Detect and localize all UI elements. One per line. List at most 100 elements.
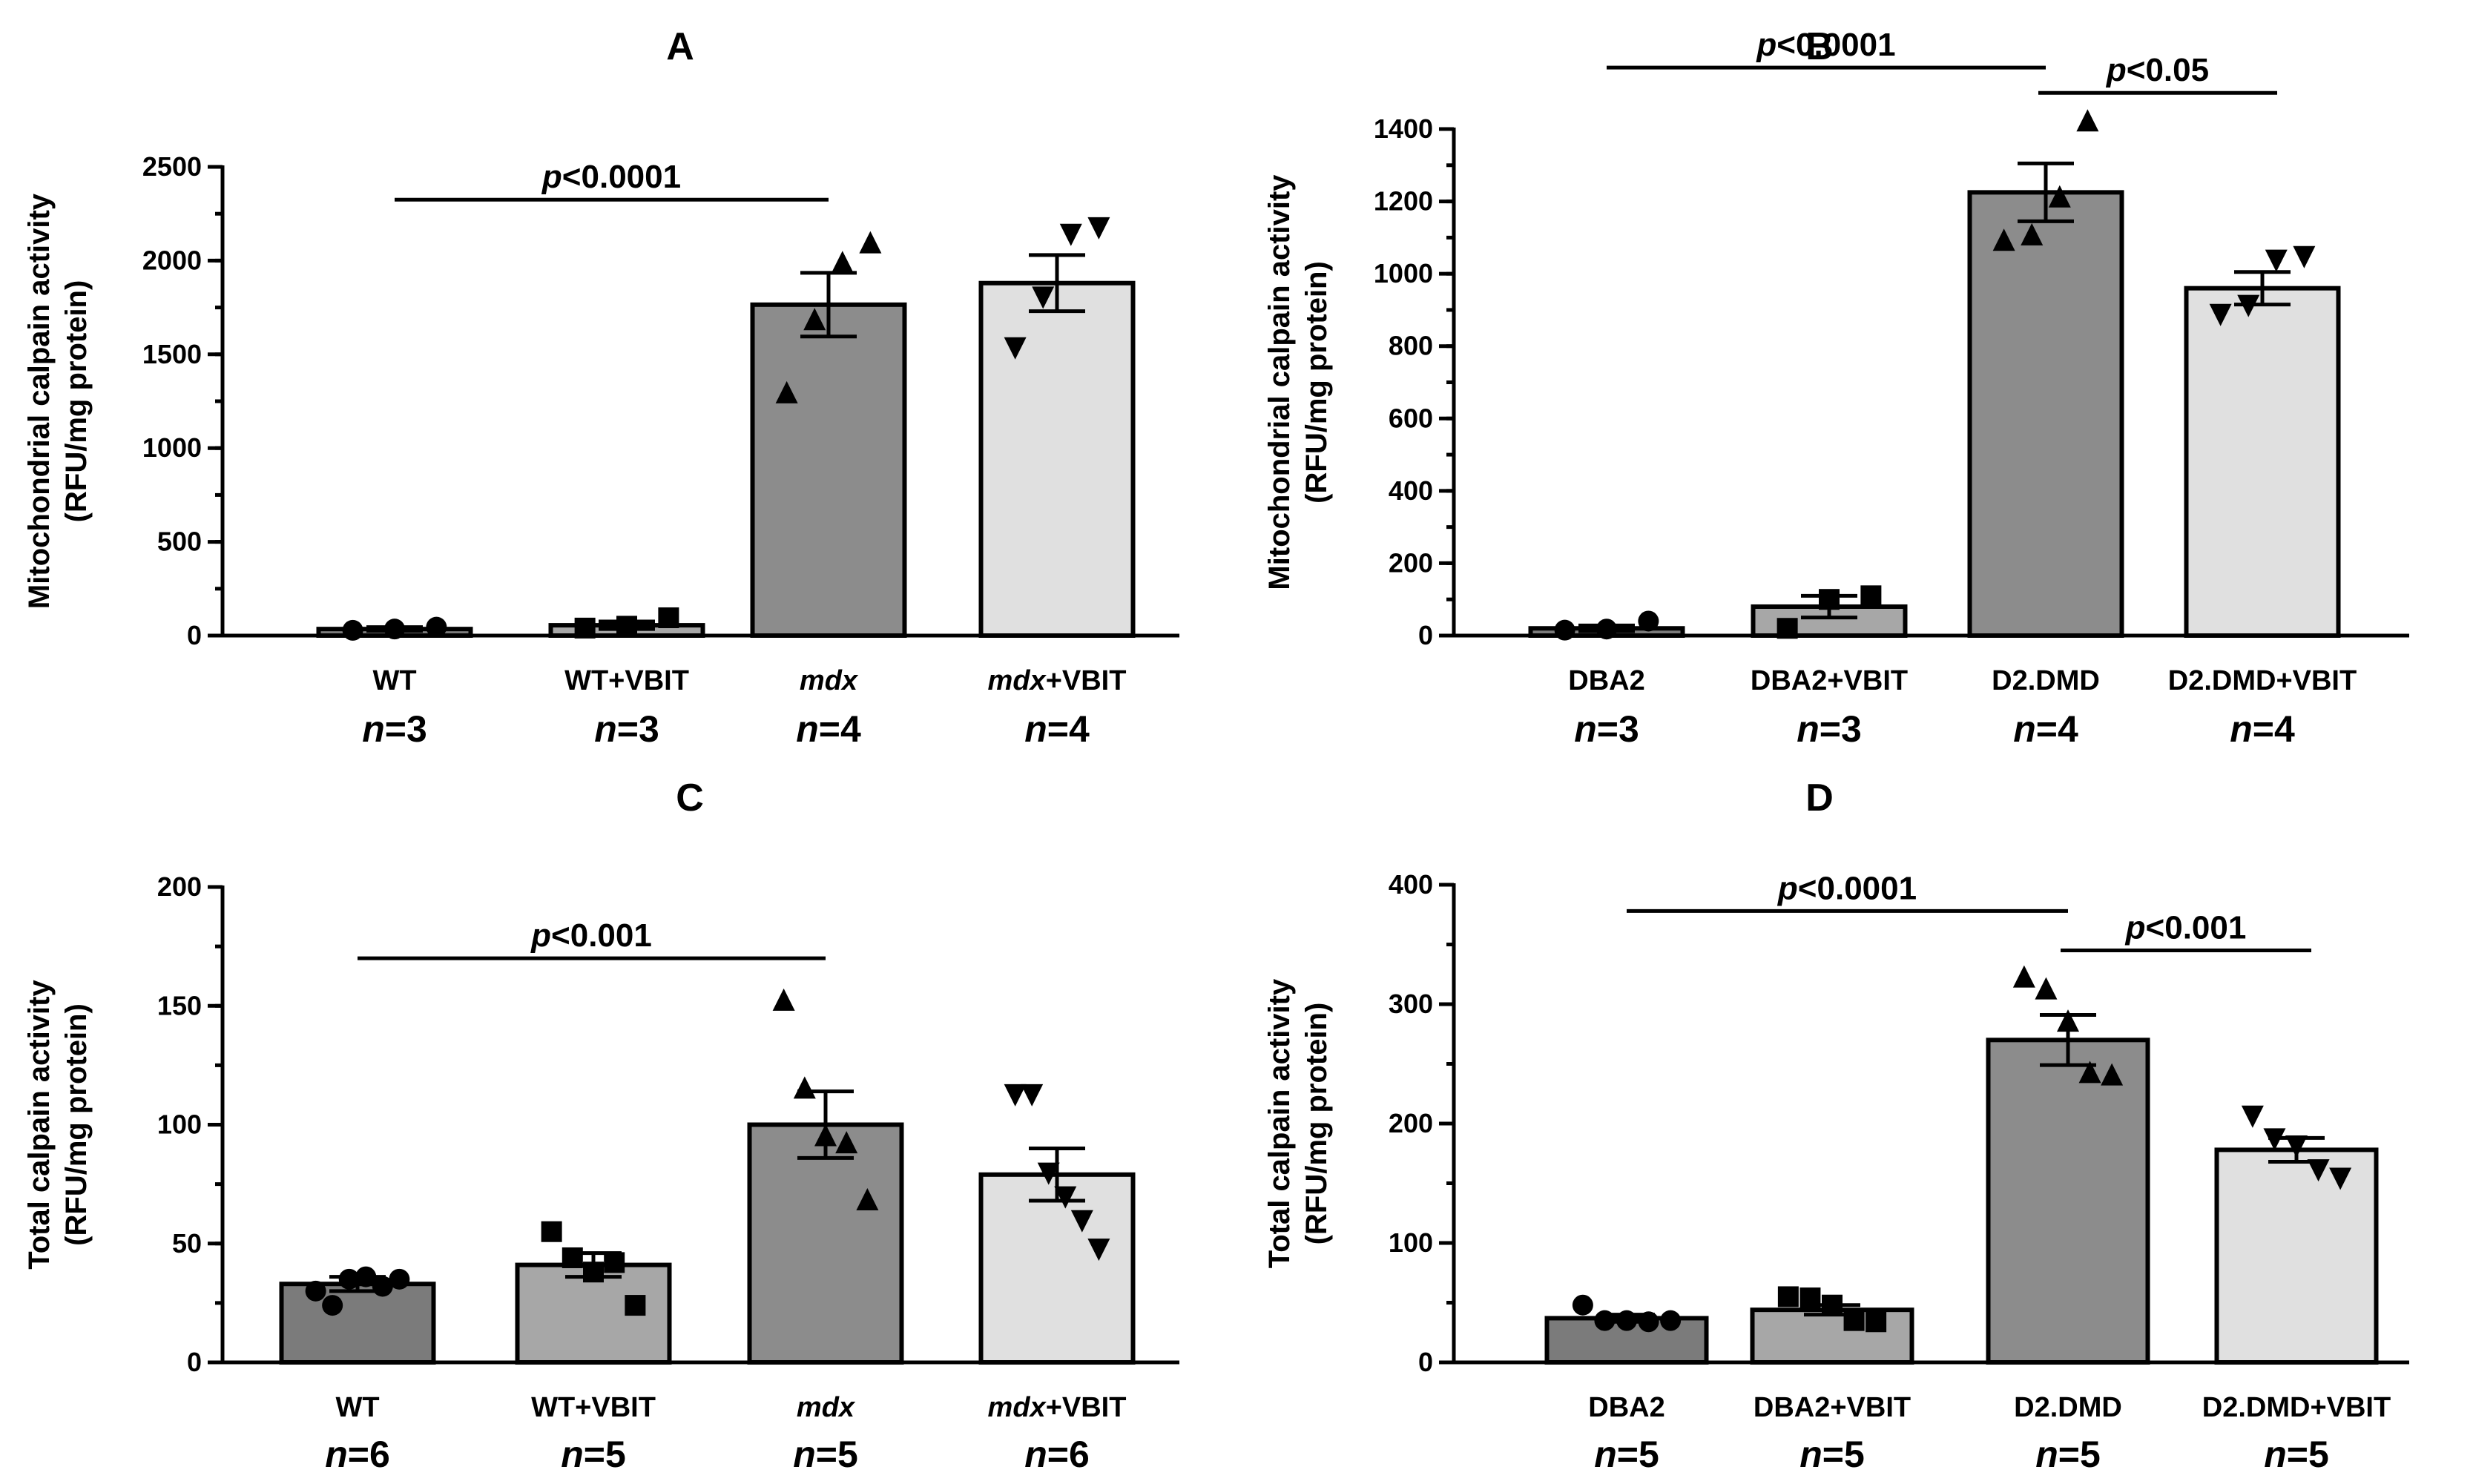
x-category-label-text: WT (372, 665, 416, 696)
y-axis-label: Mitochondrial calpain activity (RFU/mg pr… (23, 193, 93, 609)
data-point (1776, 618, 1798, 639)
significance-label: p<0.001 (530, 917, 652, 954)
y-tick-label: 500 (157, 527, 202, 557)
sample-size-symbol: n (796, 708, 819, 750)
x-category-label: WT+VBIT (531, 1392, 656, 1423)
sample-size-value: =6 (1047, 1434, 1090, 1475)
y-tick-label: 2500 (142, 151, 202, 182)
data-point (1822, 1294, 1843, 1316)
sample-size-label: n=4 (2230, 708, 2295, 750)
significance-p: p (1777, 870, 1798, 906)
x-category-label: mdx+VBIT (988, 1392, 1127, 1423)
data-point (2076, 109, 2099, 132)
x-category-label: D2.DMD (1992, 665, 2100, 696)
sample-size-value: =3 (1597, 708, 1639, 750)
data-point (1021, 1084, 1044, 1107)
significance-label: p<0.05 (2106, 52, 2209, 88)
x-category-label: mdx+VBIT (988, 665, 1127, 696)
data-point (2021, 222, 2044, 245)
data-point (1054, 1186, 1077, 1209)
x-category-label-text: D2.DMD (2014, 1392, 2122, 1423)
y-axis-label-line2: (RFU/mg protein) (1300, 1003, 1333, 1245)
x-category-label: D2.DMD+VBIT (2202, 1392, 2391, 1423)
y-tick-label: 200 (157, 871, 202, 902)
sample-size-value: =4 (2253, 708, 2295, 750)
sample-size-value: =4 (2036, 708, 2078, 750)
sample-size-label: n=5 (793, 1434, 858, 1475)
chart-panel-c: C Total calpain activity (RFU/mg protein) 0… (23, 776, 1179, 1475)
data-point (616, 616, 637, 637)
sample-size-symbol: n (1024, 1434, 1047, 1475)
significance-value: <0.001 (551, 917, 652, 954)
y-tick-label: 150 (157, 990, 202, 1020)
sample-size-label: n=5 (2035, 1434, 2101, 1475)
y-tick-label: 100 (157, 1109, 202, 1140)
y-tick-label: 200 (1389, 1108, 1433, 1138)
y-tick-label: 800 (1389, 331, 1433, 361)
data-point (1799, 1287, 1821, 1309)
data-point (1554, 619, 1575, 641)
y-tick-label: 0 (187, 620, 202, 650)
data-point (814, 1124, 837, 1147)
data-point (1616, 1310, 1637, 1331)
sample-size-label: n=3 (1574, 708, 1639, 750)
sample-size-value: =5 (2287, 1434, 2329, 1475)
data-point (372, 1276, 393, 1297)
significance-value: <0.001 (2146, 910, 2247, 946)
sample-size-value: =5 (584, 1434, 626, 1475)
data-point (803, 308, 826, 331)
sample-size-label: n=6 (1024, 1434, 1090, 1475)
sample-size-value: =3 (1820, 708, 1862, 750)
data-point (574, 617, 596, 639)
y-tick-label: 400 (1389, 475, 1433, 506)
x-category-label: DBA2 (1568, 665, 1644, 696)
data-point (835, 1131, 858, 1154)
sample-size-symbol: n (793, 1434, 816, 1475)
data-point (1596, 619, 1617, 640)
x-category-label-text: WT+VBIT (531, 1392, 656, 1423)
y-tick-label: 50 (172, 1228, 202, 1259)
significance-p: p (2106, 52, 2127, 88)
data-point (658, 607, 679, 628)
bar-1 (279, 1282, 436, 1365)
x-category-label-italic: mdx (797, 1392, 856, 1423)
sample-size-value: =5 (1822, 1434, 1865, 1475)
data-point (2012, 965, 2035, 988)
data-point (2329, 1167, 2352, 1190)
sample-size-label: n=5 (1594, 1434, 1659, 1475)
x-category-label-text: WT (335, 1392, 379, 1423)
x-category-label-text: DBA2+VBIT (1754, 1392, 1911, 1423)
y-axis-label-line1: Mitochondrial calpain activity (1263, 174, 1296, 590)
data-point (2263, 1128, 2286, 1151)
sample-size-label: n=4 (1024, 708, 1090, 750)
bar-4 (978, 1172, 1136, 1365)
sample-size-symbol: n (1594, 1434, 1617, 1475)
data-point (1059, 223, 1082, 246)
y-tick-label: 0 (187, 1347, 202, 1377)
data-point (775, 380, 798, 403)
y-tick-label: 400 (1389, 869, 1433, 900)
sample-size-label: n=5 (2264, 1434, 2329, 1475)
sample-size-label: n=4 (2013, 708, 2078, 750)
data-point (859, 231, 882, 254)
significance-value: <0.0001 (1798, 870, 1917, 906)
data-point (1860, 585, 1882, 607)
y-axis-label: Total calpain activity (RFU/mg protein) (1263, 978, 1333, 1268)
y-tick-label: 2000 (142, 245, 202, 275)
sample-size-symbol: n (1574, 708, 1597, 750)
y-tick-label: 1400 (1374, 113, 1433, 144)
y-axis-label-line2: (RFU/mg protein) (60, 280, 93, 523)
data-point (1087, 217, 1110, 240)
significance-label: p<0.0001 (541, 159, 681, 195)
bar-4 (978, 280, 1136, 638)
significance-value: <0.0001 (1776, 27, 1895, 63)
y-tick-label: 1500 (142, 339, 202, 369)
sample-size-label: n=5 (561, 1434, 626, 1475)
x-category-label-text: D2.DMD+VBIT (2202, 1392, 2391, 1423)
x-category-label-text: D2.DMD (1992, 665, 2100, 696)
x-category-label: D2.DMD (2014, 1392, 2122, 1423)
panel-letter: A (666, 25, 694, 68)
sample-size-label: n=4 (796, 708, 861, 750)
x-category-label: DBA2+VBIT (1754, 1392, 1911, 1423)
significance-value: <0.0001 (562, 159, 681, 195)
